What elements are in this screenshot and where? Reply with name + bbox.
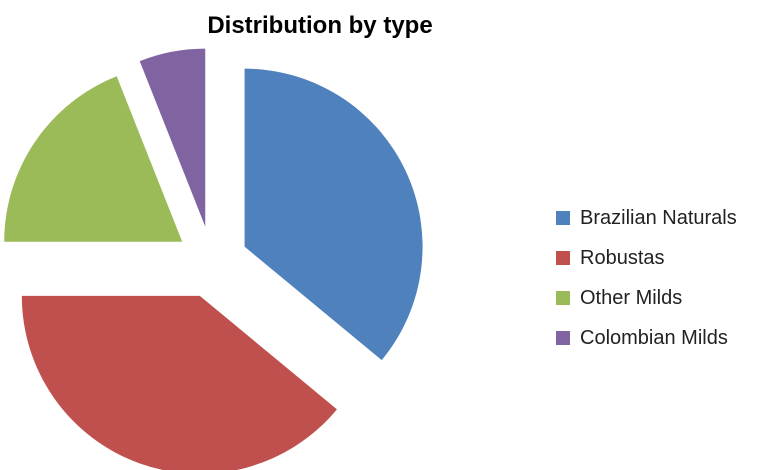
chart-title: Distribution by type <box>207 12 433 39</box>
legend-swatch <box>556 251 570 265</box>
legend-label: Brazilian Naturals <box>580 206 737 229</box>
legend-label: Colombian Milds <box>580 326 728 349</box>
pie-slice-colombian-milds <box>139 48 206 227</box>
legend-swatch <box>556 291 570 305</box>
pie-chart <box>4 48 423 470</box>
pie-slice-other-milds <box>4 76 183 242</box>
legend-label: Other Milds <box>580 286 683 309</box>
legend-swatch <box>556 331 570 345</box>
pie-slice-brazilian-naturals <box>244 68 423 361</box>
legend-swatch <box>556 211 570 225</box>
legend-label: Robustas <box>580 246 665 269</box>
legend-item-other-milds: Other Milds <box>556 278 737 318</box>
legend-item-robustas: Robustas <box>556 238 737 278</box>
pie-slice-robustas <box>21 295 337 470</box>
legend: Brazilian Naturals Robustas Other Milds … <box>556 198 737 358</box>
legend-item-brazilian-naturals: Brazilian Naturals <box>556 198 737 238</box>
legend-item-colombian-milds: Colombian Milds <box>556 318 737 358</box>
